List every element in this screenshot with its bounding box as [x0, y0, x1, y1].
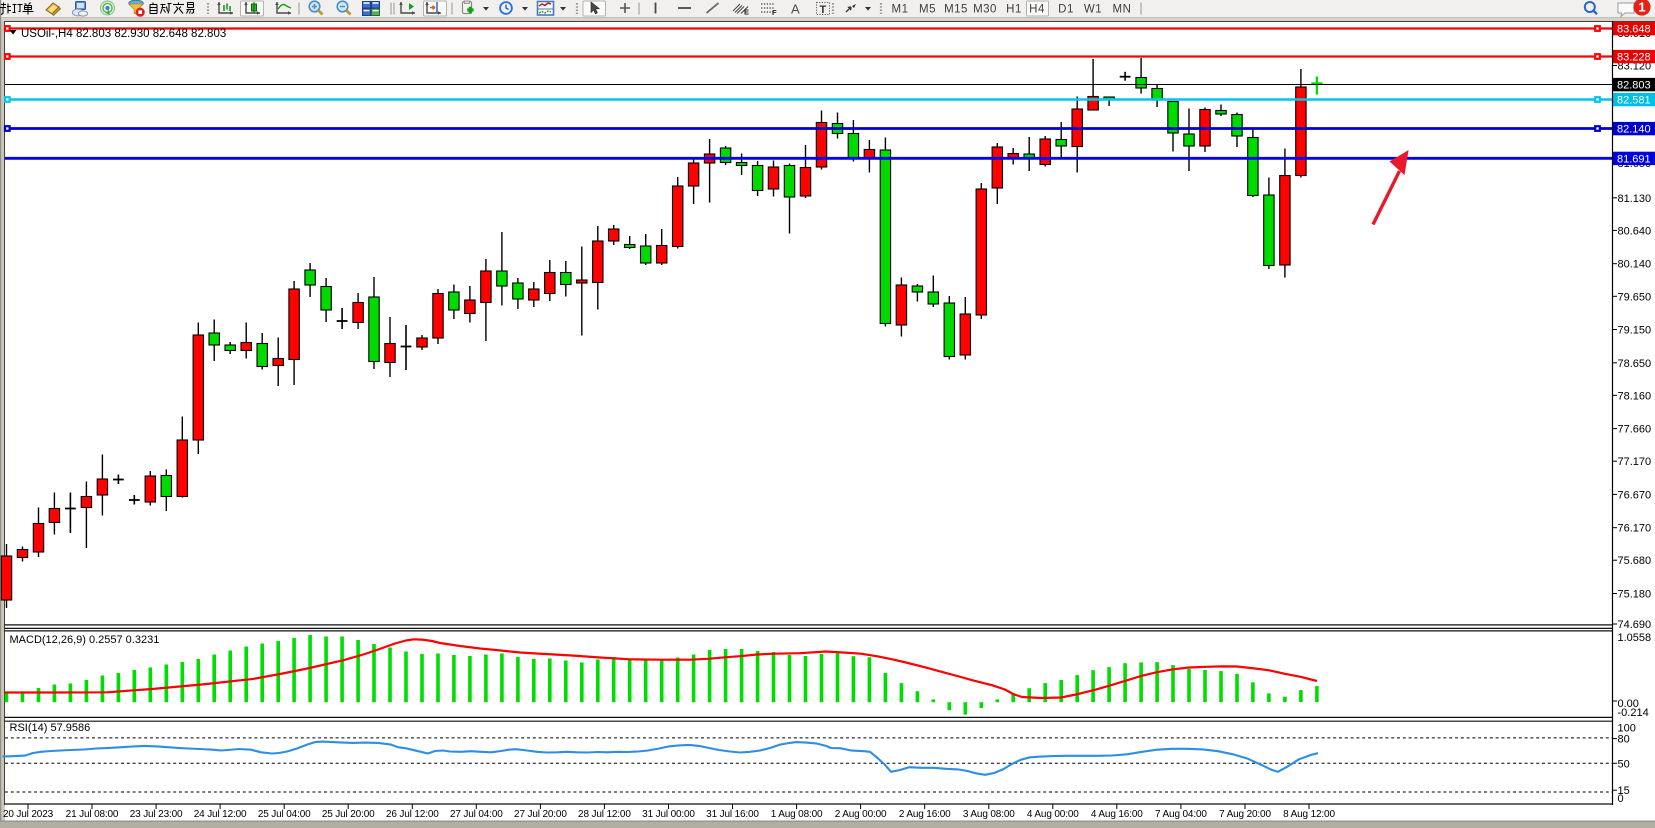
svg-text:20 Jul 2023: 20 Jul 2023	[3, 809, 54, 820]
svg-text:79.650: 79.650	[1618, 291, 1652, 303]
svg-text:83.120: 83.120	[1618, 61, 1652, 73]
svg-text:81.691: 81.691	[1617, 154, 1651, 166]
svg-text:26 Jul 12:00: 26 Jul 12:00	[386, 809, 439, 820]
svg-text:82.581: 82.581	[1617, 95, 1651, 107]
svg-text:USOil-,H4 82.803 82.930 82.64: USOil-,H4 82.803 82.930 82.648 82.803	[21, 28, 226, 40]
svg-text:1: 1	[1638, 0, 1645, 15]
svg-text:75.180: 75.180	[1618, 589, 1652, 601]
svg-text:7 Aug 04:00: 7 Aug 04:00	[1155, 809, 1207, 820]
svg-text:7 Aug 20:00: 7 Aug 20:00	[1219, 809, 1271, 820]
svg-text:75.680: 75.680	[1618, 555, 1652, 567]
svg-text:4 Aug 16:00: 4 Aug 16:00	[1091, 809, 1143, 820]
svg-text:-0.214: -0.214	[1618, 707, 1649, 719]
svg-text:MACD(12,26,9) 0.2557 0.3231: MACD(12,26,9) 0.2557 0.3231	[10, 634, 160, 646]
svg-text:H1: H1	[1006, 4, 1022, 16]
svg-text:E: E	[744, 8, 749, 17]
svg-text:81.130: 81.130	[1618, 193, 1652, 205]
svg-text:2 Aug 00:00: 2 Aug 00:00	[835, 809, 887, 820]
svg-text:MN: MN	[1113, 4, 1132, 16]
svg-text:M15: M15	[944, 4, 968, 16]
svg-text:M30: M30	[973, 4, 997, 16]
svg-text:80.640: 80.640	[1618, 225, 1652, 237]
svg-text:79.150: 79.150	[1618, 325, 1652, 337]
svg-text:27 Jul 20:00: 27 Jul 20:00	[514, 809, 567, 820]
svg-text:50: 50	[1618, 758, 1630, 770]
svg-text:78.650: 78.650	[1618, 358, 1652, 370]
svg-text:RSI(14) 57.9586: RSI(14) 57.9586	[10, 722, 91, 734]
svg-text:80.140: 80.140	[1618, 259, 1652, 271]
svg-text:F: F	[772, 8, 777, 17]
svg-text:76.170: 76.170	[1618, 523, 1652, 535]
svg-text:0: 0	[1618, 793, 1624, 805]
svg-text:27 Jul 04:00: 27 Jul 04:00	[450, 809, 503, 820]
svg-text:82.140: 82.140	[1617, 124, 1651, 136]
svg-text:T: T	[820, 4, 827, 16]
svg-text:82.803: 82.803	[1617, 80, 1651, 92]
svg-text:25 Jul 20:00: 25 Jul 20:00	[322, 809, 375, 820]
svg-text:2 Aug 16:00: 2 Aug 16:00	[899, 809, 951, 820]
svg-text:M5: M5	[919, 4, 936, 16]
svg-text:D1: D1	[1058, 4, 1074, 16]
svg-text:80: 80	[1618, 734, 1630, 746]
svg-text:83.228: 83.228	[1617, 52, 1651, 64]
svg-text:78.160: 78.160	[1618, 390, 1652, 402]
svg-text:A: A	[791, 2, 800, 17]
svg-text:76.670: 76.670	[1618, 489, 1652, 501]
svg-text:21 Jul 08:00: 21 Jul 08:00	[66, 809, 119, 820]
svg-text:W1: W1	[1084, 4, 1102, 16]
svg-text:M1: M1	[892, 4, 909, 16]
svg-text:31 Jul 00:00: 31 Jul 00:00	[642, 809, 695, 820]
svg-text:77.170: 77.170	[1618, 456, 1652, 468]
svg-text:0.00: 0.00	[1618, 698, 1639, 710]
svg-text:24 Jul 12:00: 24 Jul 12:00	[194, 809, 247, 820]
svg-text:77.660: 77.660	[1618, 424, 1652, 436]
svg-text:1.0558: 1.0558	[1618, 632, 1652, 644]
svg-text:H4: H4	[1029, 4, 1045, 16]
svg-text:100: 100	[1618, 722, 1636, 734]
svg-text:83.648: 83.648	[1617, 24, 1651, 36]
svg-text:15: 15	[1618, 785, 1630, 797]
svg-text:25 Jul 04:00: 25 Jul 04:00	[258, 809, 311, 820]
svg-text:28 Jul 12:00: 28 Jul 12:00	[578, 809, 631, 820]
svg-text:8 Aug 12:00: 8 Aug 12:00	[1283, 809, 1335, 820]
svg-text:31 Jul 16:00: 31 Jul 16:00	[706, 809, 759, 820]
svg-text:3 Aug 08:00: 3 Aug 08:00	[963, 809, 1015, 820]
svg-text:23 Jul 23:00: 23 Jul 23:00	[130, 809, 183, 820]
svg-text:74.690: 74.690	[1618, 619, 1652, 631]
svg-text:1 Aug 08:00: 1 Aug 08:00	[771, 809, 823, 820]
svg-text:4 Aug 00:00: 4 Aug 00:00	[1027, 809, 1079, 820]
